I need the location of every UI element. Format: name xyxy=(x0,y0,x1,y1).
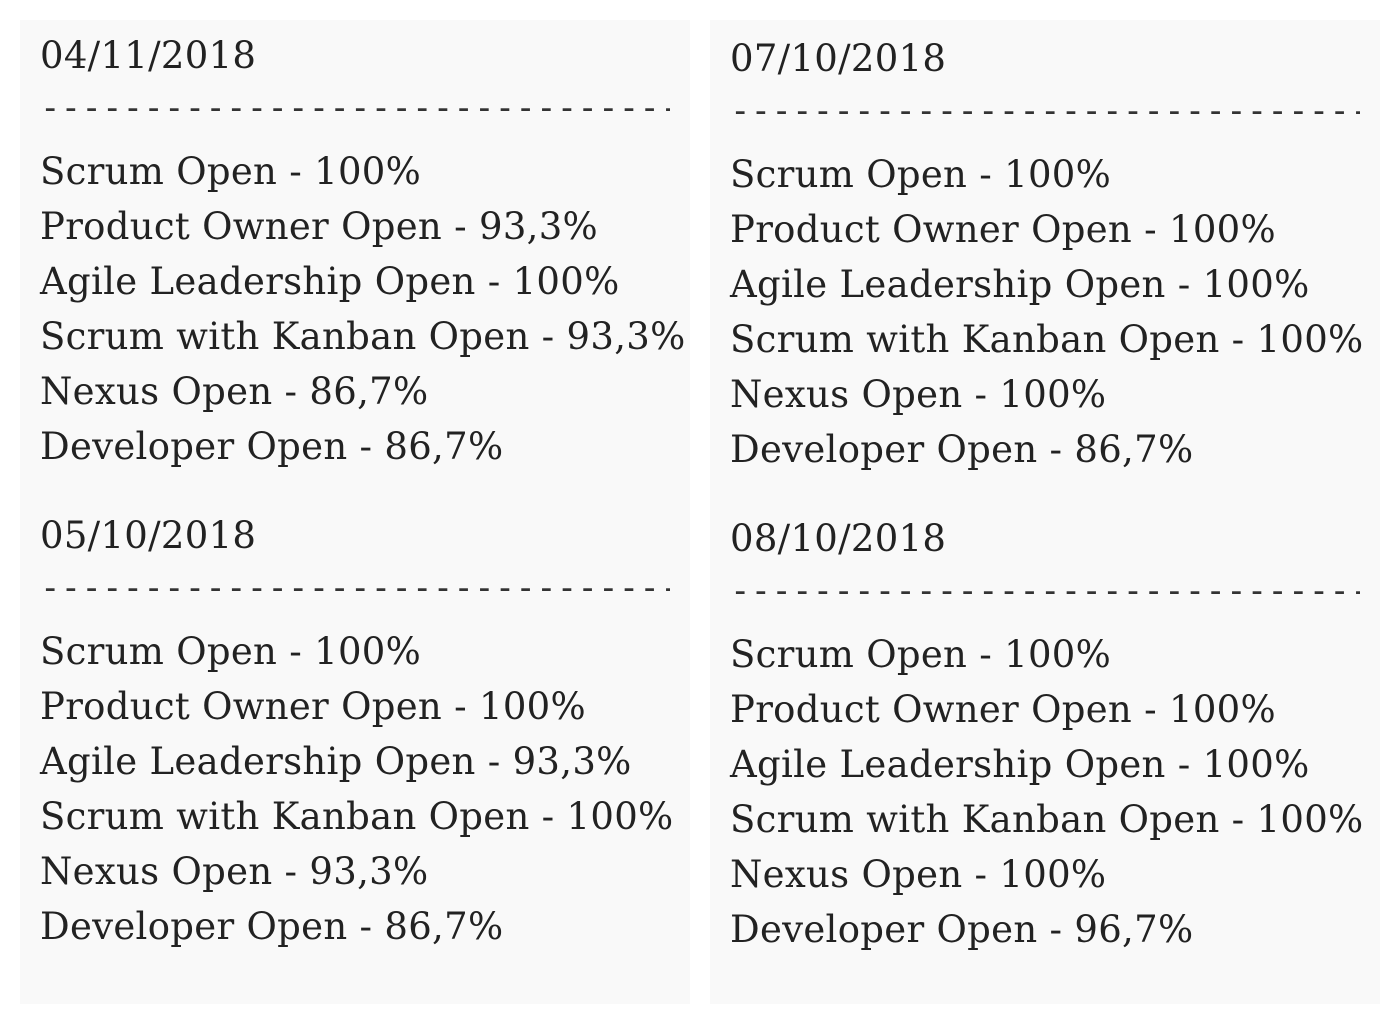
result-item: Developer Open - 96,7% xyxy=(730,908,1194,951)
result-item: Developer Open - 86,7% xyxy=(40,905,504,948)
result-item: Scrum Open - 100% xyxy=(40,630,422,673)
result-item: Product Owner Open - 100% xyxy=(730,208,1276,251)
result-item: Agile Leadership Open - 93,3% xyxy=(40,740,632,783)
results-block: 07/10/2018 -----------------------------… xyxy=(730,37,1364,477)
result-item: Scrum Open - 100% xyxy=(730,153,1112,196)
result-item: Scrum with Kanban Open - 100% xyxy=(730,798,1364,841)
block-date: 04/11/2018 xyxy=(40,34,257,77)
result-item: Agile Leadership Open - 100% xyxy=(730,743,1310,786)
result-item: Nexus Open - 100% xyxy=(730,853,1107,896)
result-item: Agile Leadership Open - 100% xyxy=(40,260,620,303)
results-list: Scrum Open - 100% Product Owner Open - 1… xyxy=(730,147,1364,477)
results-list: Scrum Open - 100% Product Owner Open - 1… xyxy=(730,627,1364,957)
result-item: Scrum Open - 100% xyxy=(40,150,422,193)
results-block: 05/10/2018 -----------------------------… xyxy=(40,514,674,954)
result-item: Nexus Open - 86,7% xyxy=(40,370,429,413)
results-block: 04/11/2018 -----------------------------… xyxy=(40,34,686,474)
block-date: 05/10/2018 xyxy=(40,514,257,557)
result-item: Product Owner Open - 100% xyxy=(40,685,586,728)
result-item: Scrum with Kanban Open - 100% xyxy=(730,318,1364,361)
results-list: Scrum Open - 100% Product Owner Open - 1… xyxy=(40,624,674,954)
block-divider: ---------------------------------------- xyxy=(730,91,1360,131)
result-item: Product Owner Open - 100% xyxy=(730,688,1276,731)
result-item: Nexus Open - 100% xyxy=(730,373,1107,416)
block-date: 08/10/2018 xyxy=(730,517,947,560)
block-divider: ---------------------------------------- xyxy=(40,568,670,608)
result-item: Developer Open - 86,7% xyxy=(40,425,504,468)
result-item: Agile Leadership Open - 100% xyxy=(730,263,1310,306)
results-block: 08/10/2018 -----------------------------… xyxy=(730,517,1364,957)
result-item: Nexus Open - 93,3% xyxy=(40,850,429,893)
result-item: Scrum with Kanban Open - 100% xyxy=(40,795,674,838)
block-divider: ---------------------------------------- xyxy=(40,88,670,128)
result-item: Scrum Open - 100% xyxy=(730,633,1112,676)
results-column-left: 04/11/2018 -----------------------------… xyxy=(20,20,690,1004)
result-item: Developer Open - 86,7% xyxy=(730,428,1194,471)
result-item: Scrum with Kanban Open - 93,3% xyxy=(40,315,686,358)
block-divider: ---------------------------------------- xyxy=(730,571,1360,611)
block-date: 07/10/2018 xyxy=(730,37,947,80)
result-item: Product Owner Open - 93,3% xyxy=(40,205,599,248)
results-list: Scrum Open - 100% Product Owner Open - 9… xyxy=(40,144,686,474)
results-column-right: 07/10/2018 -----------------------------… xyxy=(710,20,1380,1004)
